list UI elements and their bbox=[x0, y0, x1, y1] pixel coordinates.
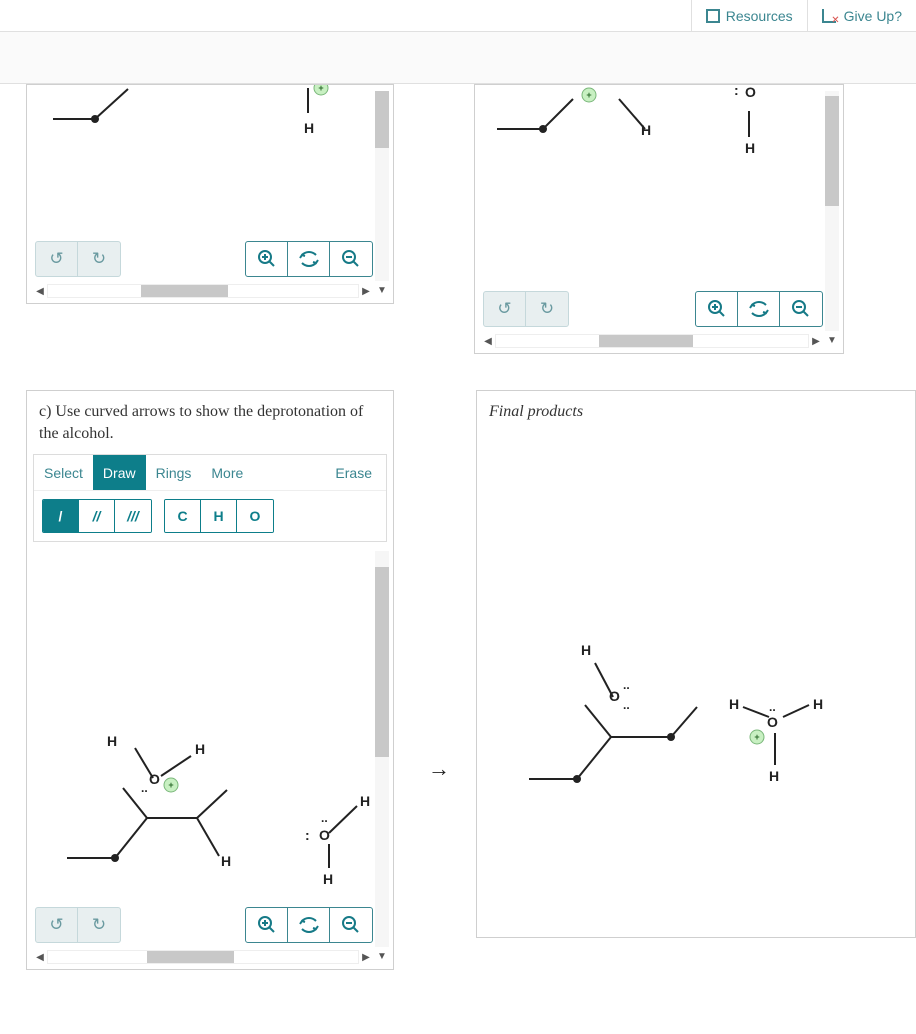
tab-erase[interactable]: Erase bbox=[325, 455, 386, 490]
bond-button-2[interactable]: // bbox=[79, 500, 115, 532]
bond-button-1[interactable]: / bbox=[43, 500, 79, 532]
scroll-right-arrow[interactable]: ▶ bbox=[359, 286, 373, 297]
svg-text:..: .. bbox=[769, 700, 776, 714]
atom-buttons: CHO bbox=[164, 499, 274, 533]
tab-rings[interactable]: Rings bbox=[146, 455, 202, 490]
panel-final-products: Final products ....HO ..HHOH+ bbox=[476, 390, 916, 938]
editor-panel-deprotonation: c) Use curved arrows to show the deproto… bbox=[26, 390, 394, 970]
svg-text:H: H bbox=[304, 120, 314, 136]
giveup-label: Give Up? bbox=[844, 8, 902, 24]
atom-button-o[interactable]: O bbox=[237, 500, 273, 532]
horizontal-scrollbar[interactable]: ◀ ▶ bbox=[33, 283, 373, 299]
svg-text:O: O bbox=[319, 827, 330, 843]
scroll-down-arrow[interactable]: ▼ bbox=[377, 285, 387, 296]
panel-footer: ↺ ↻ bbox=[35, 907, 373, 943]
zoom-in-button[interactable] bbox=[696, 292, 738, 326]
redo-button[interactable]: ↻ bbox=[78, 242, 120, 276]
svg-text:..: .. bbox=[321, 811, 328, 825]
scroll-down-arrow[interactable]: ▼ bbox=[377, 951, 387, 962]
svg-text:+: + bbox=[318, 85, 323, 93]
scroll-right-arrow[interactable]: ▶ bbox=[359, 952, 373, 963]
svg-text::: : bbox=[734, 85, 739, 98]
zoom-out-button[interactable] bbox=[780, 292, 822, 326]
scroll-track[interactable] bbox=[495, 334, 809, 348]
zoom-button-group bbox=[245, 907, 373, 943]
undo-button[interactable]: ↺ bbox=[36, 242, 78, 276]
undo-button[interactable]: ↺ bbox=[484, 292, 526, 326]
scroll-track[interactable] bbox=[47, 284, 359, 298]
svg-text:H: H bbox=[323, 871, 333, 887]
editor-panel-top-right: H: O H + ↺ ↻ ◀ ▶ ▼ bbox=[474, 84, 844, 354]
horizontal-scrollbar[interactable]: ◀ ▶ bbox=[33, 949, 373, 965]
history-button-group: ↺ ↻ bbox=[483, 291, 569, 327]
scroll-right-arrow[interactable]: ▶ bbox=[809, 336, 823, 347]
vertical-scrollbar[interactable]: ▼ bbox=[375, 91, 389, 281]
history-button-group: ↺ ↻ bbox=[35, 241, 121, 277]
toolbar-strip bbox=[0, 32, 916, 84]
zoom-out-button[interactable] bbox=[330, 242, 372, 276]
mode-tabs: Select Draw Rings More Erase bbox=[34, 455, 386, 491]
svg-text:H: H bbox=[641, 122, 651, 138]
svg-text:O: O bbox=[767, 714, 778, 730]
scroll-left-arrow[interactable]: ◀ bbox=[33, 286, 47, 297]
tab-draw[interactable]: Draw bbox=[93, 455, 146, 490]
workspace: → H+ ↺ ↻ ◀ ▶ ▼ H:OH+ ↺ ↻ bbox=[0, 84, 916, 1034]
svg-text:H: H bbox=[769, 768, 779, 784]
scroll-left-arrow[interactable]: ◀ bbox=[33, 952, 47, 963]
vertical-scrollbar[interactable]: ▼ bbox=[825, 91, 839, 331]
panel-footer: ↺ ↻ bbox=[35, 241, 373, 277]
draw-tool-row: ////// CHO bbox=[34, 491, 386, 541]
canvas-area[interactable]: ..HHHO+ ..:OHH bbox=[27, 548, 393, 908]
resources-icon bbox=[706, 9, 720, 23]
redo-button[interactable]: ↻ bbox=[78, 908, 120, 942]
prompt-text: c) Use curved arrows to show the deproto… bbox=[27, 391, 393, 448]
resources-label: Resources bbox=[726, 8, 793, 24]
zoom-button-group bbox=[695, 291, 823, 327]
zoom-fit-button[interactable] bbox=[288, 908, 330, 942]
svg-text:H: H bbox=[729, 696, 739, 712]
zoom-fit-button[interactable] bbox=[738, 292, 780, 326]
editor-toolbar: Select Draw Rings More Erase ////// CHO bbox=[33, 454, 387, 542]
tab-select[interactable]: Select bbox=[34, 455, 93, 490]
top-nav-bar: Resources Give Up? bbox=[0, 0, 916, 32]
history-button-group: ↺ ↻ bbox=[35, 907, 121, 943]
zoom-button-group bbox=[245, 241, 373, 277]
panel-footer: ↺ ↻ bbox=[483, 291, 823, 327]
final-products-title: Final products bbox=[477, 391, 915, 427]
bond-button-3[interactable]: /// bbox=[115, 500, 151, 532]
zoom-in-button[interactable] bbox=[246, 242, 288, 276]
svg-text:O: O bbox=[745, 85, 756, 100]
zoom-out-button[interactable] bbox=[330, 908, 372, 942]
scroll-down-arrow[interactable]: ▼ bbox=[827, 335, 837, 346]
bond-buttons: ////// bbox=[42, 499, 152, 533]
svg-text:H: H bbox=[360, 793, 370, 809]
scroll-left-arrow[interactable]: ◀ bbox=[481, 336, 495, 347]
zoom-in-button[interactable] bbox=[246, 908, 288, 942]
svg-text:H: H bbox=[813, 696, 823, 712]
svg-text::: : bbox=[305, 827, 310, 843]
redo-button[interactable]: ↻ bbox=[526, 292, 568, 326]
svg-text:H: H bbox=[745, 140, 755, 156]
svg-text:+: + bbox=[586, 90, 591, 100]
products-canvas: ....HO ..HHOH+ bbox=[477, 427, 915, 907]
giveup-icon bbox=[822, 8, 838, 24]
undo-button[interactable]: ↺ bbox=[36, 908, 78, 942]
svg-text:+: + bbox=[754, 732, 759, 742]
zoom-fit-button[interactable] bbox=[288, 242, 330, 276]
atom-button-h[interactable]: H bbox=[201, 500, 237, 532]
horizontal-scrollbar[interactable]: ◀ ▶ bbox=[481, 333, 823, 349]
scroll-track[interactable] bbox=[47, 950, 359, 964]
editor-panel-top-left: H + ↺ ↻ ◀ ▶ ▼ bbox=[26, 84, 394, 304]
atom-button-c[interactable]: C bbox=[165, 500, 201, 532]
reaction-arrow: → bbox=[428, 756, 450, 782]
vertical-scrollbar[interactable]: ▼ bbox=[375, 551, 389, 947]
resources-button[interactable]: Resources bbox=[691, 0, 807, 31]
giveup-button[interactable]: Give Up? bbox=[807, 0, 916, 31]
tab-more[interactable]: More bbox=[201, 455, 253, 490]
